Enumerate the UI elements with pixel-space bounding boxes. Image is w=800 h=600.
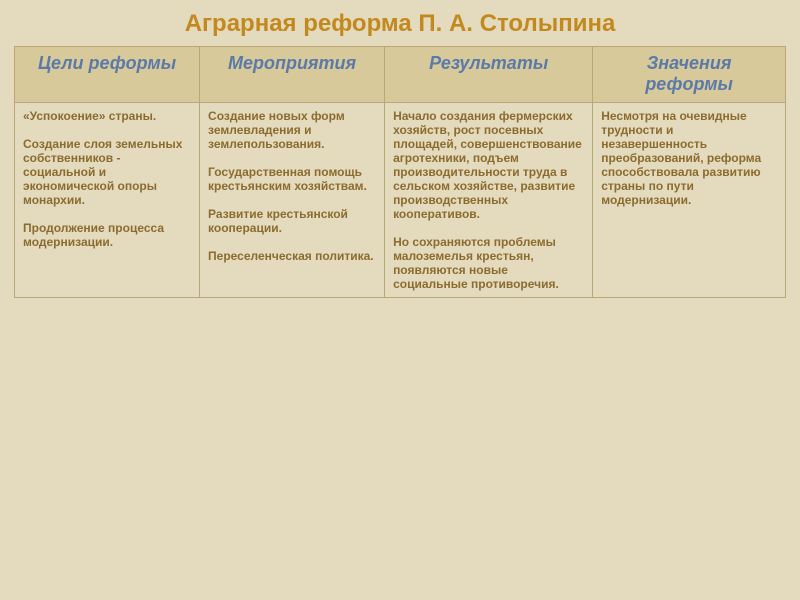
- cell-results: Начало создания фермерских хозяйств, рос…: [385, 103, 593, 298]
- cell-goals: «Успокоение» страны. Создание слоя земель…: [15, 103, 200, 298]
- column-header-actions: Мероприятия: [200, 47, 385, 103]
- cell-results-para: Начало создания фермерских хозяйств, рос…: [393, 109, 584, 221]
- page-title: Аграрная реформа П. А. Столыпина: [14, 10, 786, 38]
- cell-goals-para: Продолжение процесса модернизации.: [23, 221, 191, 249]
- cell-goals-para: Создание слоя земельных собственников - …: [23, 137, 191, 207]
- cell-actions-para: Переселенческая политика.: [208, 249, 376, 263]
- column-header-meaning: Значения реформы: [593, 47, 786, 103]
- cell-meaning-para: Несмотря на очевидные трудности и незаве…: [601, 109, 777, 207]
- table-head: Цели реформыМероприятияРезультатыЗначени…: [15, 47, 786, 103]
- table-header-row: Цели реформыМероприятияРезультатыЗначени…: [15, 47, 786, 103]
- column-header-goals: Цели реформы: [15, 47, 200, 103]
- cell-results-para: Но сохраняются проблемы малоземелья крес…: [393, 235, 584, 291]
- slide: Аграрная реформа П. А. Столыпина Цели ре…: [0, 0, 800, 600]
- cell-actions-para: Создание новых форм землевладения и земл…: [208, 109, 376, 151]
- reform-table: Цели реформыМероприятияРезультатыЗначени…: [14, 46, 786, 298]
- cell-meaning: Несмотря на очевидные трудности и незаве…: [593, 103, 786, 298]
- column-header-results: Результаты: [385, 47, 593, 103]
- table-row: «Успокоение» страны. Создание слоя земель…: [15, 103, 786, 298]
- table-body: «Успокоение» страны. Создание слоя земель…: [15, 103, 786, 298]
- cell-actions-para: Государственная помощь крестьянским хозя…: [208, 165, 376, 193]
- cell-actions: Создание новых форм землевладения и земл…: [200, 103, 385, 298]
- cell-goals-para: «Успокоение» страны.: [23, 109, 191, 123]
- cell-actions-para: Развитие крестьянской кооперации.: [208, 207, 376, 235]
